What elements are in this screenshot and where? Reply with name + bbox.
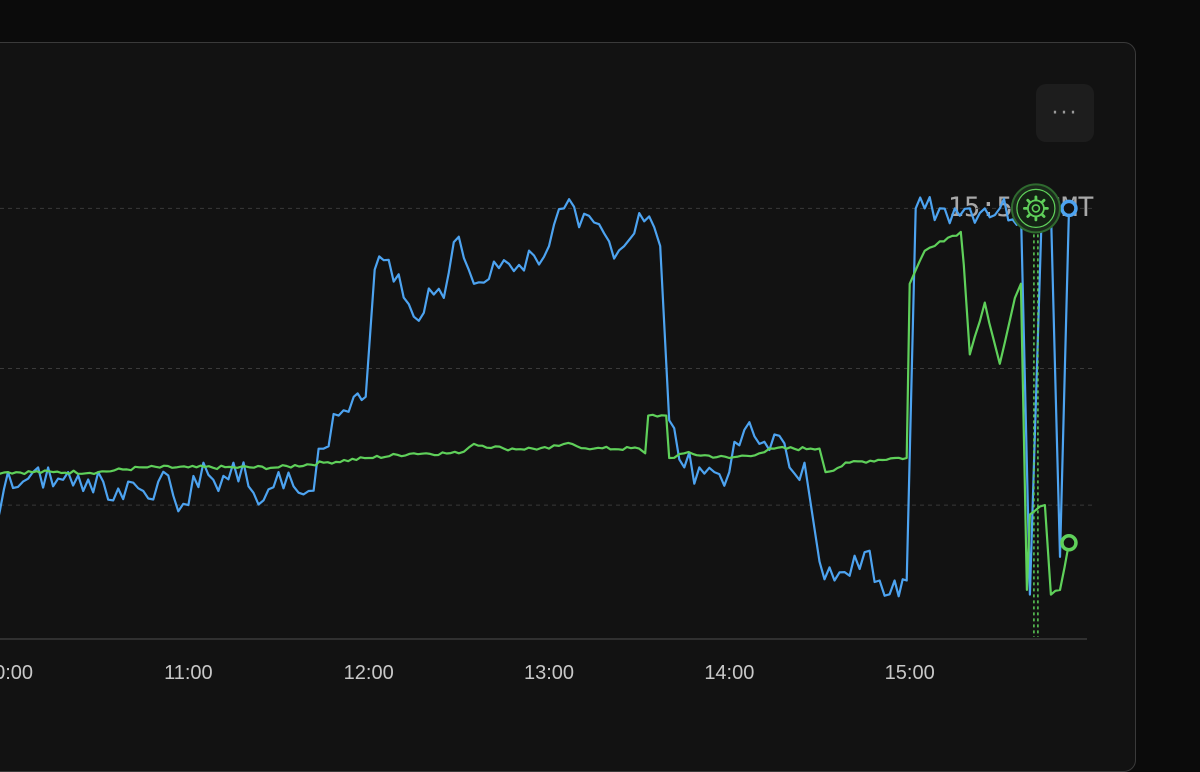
more-horizontal-icon: ···	[1051, 100, 1079, 126]
x-tick-label: 14:00	[704, 662, 754, 684]
x-tick-label: 10:00	[0, 662, 33, 684]
x-tick-label: 11:00	[164, 662, 213, 684]
more-options-button[interactable]: ···	[1036, 84, 1094, 142]
line-chart: 10:00 11:00 12:00 13:00 14:00 15:00	[0, 183, 1094, 684]
series-end-point-0[interactable]	[1060, 199, 1078, 218]
series-line-1	[0, 230, 1071, 596]
chart-panel	[0, 42, 1136, 772]
x-tick-label: 15:00	[885, 662, 935, 684]
gear-icon[interactable]	[1010, 183, 1061, 234]
x-tick-label: 13:00	[524, 662, 574, 684]
x-tick-label: 12:00	[344, 662, 394, 684]
series-line-0	[0, 196, 1071, 598]
series-end-point-1[interactable]	[1060, 534, 1078, 552]
